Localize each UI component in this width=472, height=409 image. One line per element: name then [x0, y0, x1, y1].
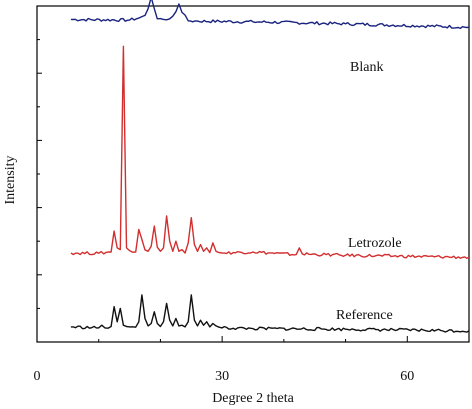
axis-ticks	[36, 5, 408, 343]
series-line-reference	[70, 294, 470, 333]
series-label-letrozole: Letrozole	[348, 236, 402, 251]
series-label-blank: Blank	[350, 60, 383, 75]
series-label-reference: Reference	[336, 308, 393, 323]
x-axis-label: Degree 2 theta	[212, 391, 294, 406]
plot-frame	[36, 5, 470, 343]
x-tick-label-60: 60	[400, 369, 414, 384]
x-tick-label-0: 0	[34, 369, 41, 384]
series-line-letrozole	[70, 45, 470, 260]
x-tick-label-30: 30	[215, 369, 229, 384]
y-axis-label: Intensity	[3, 156, 18, 205]
series-layer	[70, 0, 470, 333]
series-line-blank	[70, 0, 470, 30]
